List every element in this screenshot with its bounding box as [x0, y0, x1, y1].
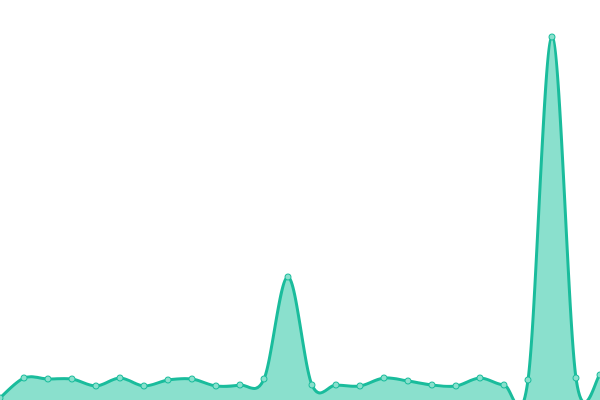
data-point-9 — [212, 382, 220, 390]
data-point-16 — [380, 374, 388, 382]
data-point-10 — [236, 381, 244, 389]
data-point-1 — [20, 374, 28, 382]
series-line — [0, 35, 600, 400]
data-point-18 — [428, 381, 436, 389]
data-point-0 — [0, 394, 4, 400]
data-point-23 — [548, 33, 556, 41]
data-point-19 — [452, 382, 460, 390]
data-points — [0, 33, 600, 400]
data-point-13 — [308, 381, 316, 389]
data-point-12 — [284, 273, 292, 281]
data-point-20 — [476, 374, 484, 382]
data-point-22 — [524, 376, 532, 384]
data-point-4 — [92, 382, 100, 390]
data-point-8 — [188, 375, 196, 383]
data-point-5 — [116, 374, 124, 382]
data-point-11 — [260, 375, 268, 383]
data-point-21 — [500, 381, 508, 389]
area-fill — [0, 36, 600, 400]
data-point-3 — [68, 375, 76, 383]
data-point-24 — [572, 374, 580, 382]
data-point-15 — [356, 382, 364, 390]
data-point-7 — [164, 376, 172, 384]
data-point-17 — [404, 377, 412, 385]
data-point-25 — [596, 371, 600, 379]
data-point-6 — [140, 382, 148, 390]
data-point-2 — [44, 375, 52, 383]
data-point-14 — [332, 381, 340, 389]
